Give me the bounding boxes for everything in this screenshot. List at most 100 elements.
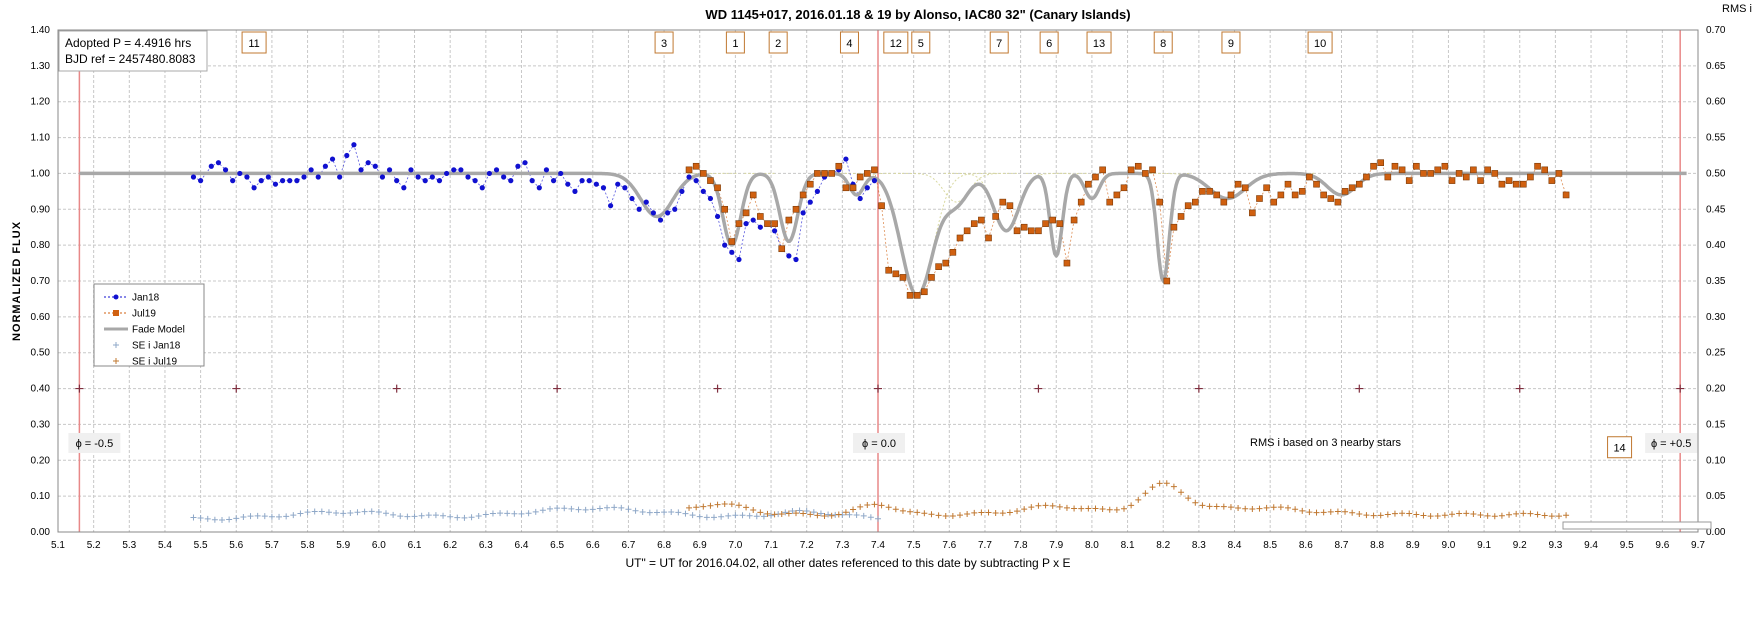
- jul19-point: [1077, 198, 1085, 206]
- y2-tick-label: 0.35: [1706, 276, 1726, 287]
- se-jan18-point: [418, 512, 425, 519]
- y2-tick-labels: 0.00 0.05 0.10 0.15 0.20 0.25 0.30 0.35 0.40 0.45…: [1706, 25, 1726, 538]
- jul19-point: [1505, 177, 1513, 184]
- se-jul19-point: [1470, 511, 1477, 518]
- y2-tick-label: 0.15: [1706, 419, 1726, 430]
- phase-label-text: ϕ = +0.5: [1651, 438, 1691, 450]
- jan18-point: [707, 195, 714, 202]
- jan18-point: [244, 174, 250, 180]
- jul19-point: [1249, 209, 1256, 217]
- jul19-point: [764, 220, 771, 227]
- jul19-point: [1192, 198, 1199, 206]
- se-jul19-point: [1163, 480, 1170, 487]
- jul19-point: [849, 184, 857, 192]
- jul19-point: [728, 238, 736, 245]
- y-axis-label: NORMALIZED FLUX: [11, 221, 23, 341]
- se-jul19-point: [949, 512, 956, 519]
- se-jan18-point: [368, 508, 375, 515]
- dip-label-box: [725, 31, 745, 54]
- jul19-point: [978, 216, 985, 224]
- dip-label-box: [839, 31, 859, 54]
- jan18-point: [344, 152, 350, 159]
- se-jul19-point: [1413, 511, 1420, 518]
- phase-label-bg: [68, 433, 121, 453]
- jan18-point: [615, 181, 621, 187]
- se-jul19-point: [1099, 506, 1106, 513]
- dip-label-box: [1221, 31, 1241, 54]
- jul19-point: [1177, 213, 1185, 220]
- dip-label-1: 1: [725, 31, 745, 54]
- se-jul19-point: [1449, 511, 1455, 518]
- jul19-point: [1206, 188, 1213, 195]
- se-jan18-point: [233, 515, 240, 522]
- se-jan18-point: [532, 508, 539, 515]
- y2-tick-label: 0.50: [1706, 168, 1726, 179]
- x-tick-label: 8.2: [1156, 540, 1170, 551]
- jan18-point: [287, 178, 293, 184]
- se-jul19-point: [1249, 506, 1256, 513]
- x-tick-label: 8.9: [1406, 540, 1420, 551]
- x-tick-label: 9.2: [1513, 540, 1527, 551]
- jul19-line: [688, 162, 1567, 296]
- dip-label-text: 3: [661, 38, 667, 50]
- jul19-point: [1263, 184, 1270, 192]
- se-jul19-point: [1021, 506, 1028, 513]
- se-jul19-point: [1149, 484, 1156, 491]
- jul19-point: [1056, 220, 1064, 227]
- se-series: [190, 480, 1570, 523]
- se-jan18-point: [789, 508, 796, 515]
- se-jul19-point: [1399, 510, 1406, 517]
- jan18-point: [436, 178, 443, 184]
- se-jan18-point: [575, 506, 582, 513]
- se-jan18-point: [489, 510, 496, 517]
- se-jan18-point: [297, 510, 304, 517]
- dip-label-box: [241, 31, 267, 54]
- jul19-point: [856, 173, 864, 181]
- jul19-point: [1270, 198, 1278, 206]
- jan18-point: [522, 160, 528, 166]
- se-jul19-point: [921, 510, 928, 517]
- jul19-point: [1462, 173, 1470, 181]
- jan18-point: [222, 167, 229, 173]
- y2-tick-label: 0.40: [1706, 240, 1726, 251]
- dip-label-box: [989, 31, 1009, 54]
- dip-label-7: 7: [989, 31, 1009, 54]
- jul19-point: [735, 220, 743, 227]
- period-marker: [1515, 384, 1524, 393]
- y2-tick-label: 0.55: [1706, 133, 1726, 144]
- x-tick-label: 6.0: [372, 540, 386, 551]
- se-jul19-point: [686, 504, 693, 511]
- se-jan18-point: [810, 509, 817, 516]
- jul19-point: [1334, 198, 1342, 206]
- jul19-point: [792, 205, 800, 213]
- x-tick-label: 6.8: [657, 540, 671, 551]
- y2-tick-label: 0.10: [1706, 455, 1726, 466]
- jan18-point: [322, 163, 328, 169]
- data-points: [190, 142, 1570, 299]
- jul19-point: [842, 184, 850, 192]
- jul19-point: [1477, 177, 1484, 184]
- se-jul19-point: [1170, 483, 1177, 490]
- se-jul19-point: [1513, 510, 1520, 517]
- se-jan18-point: [340, 510, 347, 517]
- se-jan18-point: [675, 509, 682, 516]
- y2-tick-label: 0.60: [1706, 97, 1726, 108]
- se-jan18-point: [782, 509, 789, 516]
- jul19-point: [714, 184, 721, 192]
- se-jul19-point: [1263, 504, 1270, 511]
- se-jan18-point: [596, 505, 603, 512]
- jan18-point: [329, 156, 336, 162]
- se-jan18-point: [846, 511, 853, 518]
- jul19-point: [942, 259, 950, 267]
- jul19-point: [1156, 198, 1163, 206]
- se-jul19-point: [1227, 504, 1234, 511]
- jul19-point: [1291, 191, 1299, 199]
- jul19-point: [806, 180, 814, 188]
- jan18-point: [736, 256, 742, 263]
- se-jul19-point: [1270, 504, 1277, 511]
- x-tick-label: 5.5: [194, 540, 208, 551]
- fade-model-line: [79, 171, 1687, 298]
- se-jan18-point: [497, 510, 504, 517]
- jan18-point: [864, 185, 870, 191]
